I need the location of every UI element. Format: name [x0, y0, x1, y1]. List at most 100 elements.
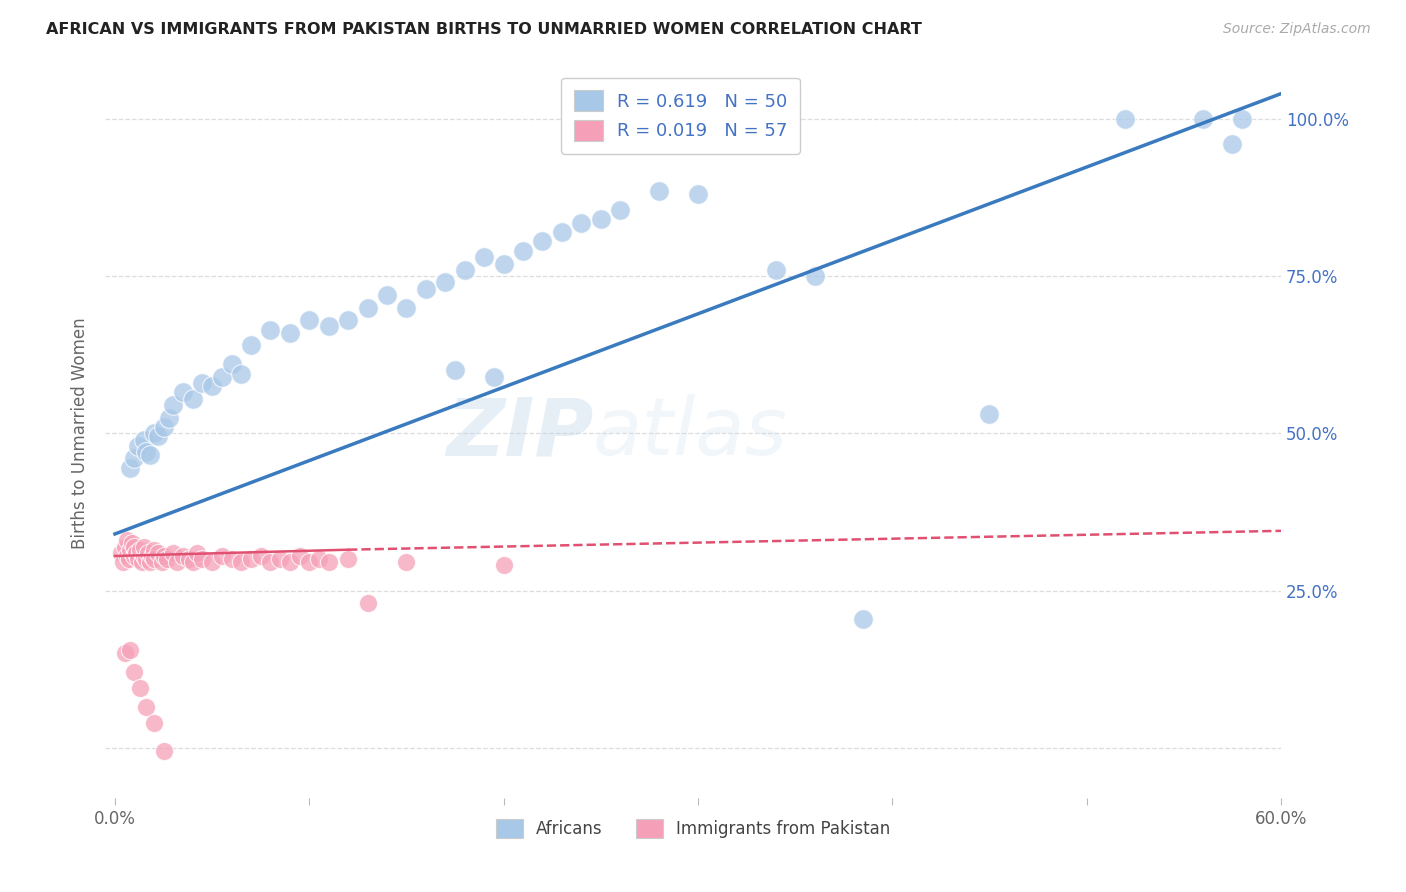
- Point: [454, 262, 477, 277]
- Point: [298, 555, 321, 569]
- Point: [852, 612, 875, 626]
- Point: [132, 540, 155, 554]
- Point: [152, 420, 174, 434]
- Point: [131, 555, 153, 569]
- Point: [111, 555, 134, 569]
- Text: AFRICAN VS IMMIGRANTS FROM PAKISTAN BIRTHS TO UNMARRIED WOMEN CORRELATION CHART: AFRICAN VS IMMIGRANTS FROM PAKISTAN BIRT…: [46, 22, 922, 37]
- Point: [135, 552, 157, 566]
- Point: [609, 202, 631, 217]
- Point: [589, 212, 612, 227]
- Point: [375, 288, 398, 302]
- Point: [1192, 112, 1215, 126]
- Point: [115, 549, 138, 563]
- Point: [308, 552, 330, 566]
- Point: [114, 540, 136, 554]
- Point: [444, 363, 467, 377]
- Point: [132, 433, 155, 447]
- Text: Source: ZipAtlas.com: Source: ZipAtlas.com: [1223, 22, 1371, 37]
- Point: [117, 552, 139, 566]
- Point: [318, 555, 340, 569]
- Point: [278, 326, 301, 340]
- Point: [1230, 112, 1253, 126]
- Point: [472, 250, 495, 264]
- Point: [239, 338, 262, 352]
- Point: [648, 184, 671, 198]
- Point: [356, 301, 378, 315]
- Point: [512, 244, 534, 258]
- Point: [136, 546, 159, 560]
- Point: [482, 369, 505, 384]
- Point: [139, 448, 162, 462]
- Point: [231, 555, 253, 569]
- Point: [191, 552, 214, 566]
- Point: [110, 546, 132, 560]
- Point: [127, 552, 149, 566]
- Point: [1114, 112, 1136, 126]
- Point: [129, 542, 152, 557]
- Point: [318, 319, 340, 334]
- Point: [221, 552, 243, 566]
- Legend: Africans, Immigrants from Pakistan: Africans, Immigrants from Pakistan: [489, 812, 897, 845]
- Point: [152, 549, 174, 563]
- Point: [269, 552, 291, 566]
- Point: [211, 369, 233, 384]
- Point: [765, 262, 787, 277]
- Point: [356, 596, 378, 610]
- Point: [121, 536, 143, 550]
- Point: [141, 549, 163, 563]
- Text: atlas: atlas: [593, 394, 787, 473]
- Point: [337, 313, 360, 327]
- Point: [569, 216, 592, 230]
- Point: [415, 282, 437, 296]
- Point: [395, 555, 418, 569]
- Point: [434, 276, 457, 290]
- Point: [181, 555, 204, 569]
- Point: [120, 643, 142, 657]
- Point: [231, 367, 253, 381]
- Point: [114, 647, 136, 661]
- Point: [803, 269, 825, 284]
- Point: [146, 546, 169, 560]
- Point: [337, 552, 360, 566]
- Point: [156, 552, 179, 566]
- Point: [125, 546, 148, 560]
- Point: [142, 542, 165, 557]
- Point: [124, 540, 146, 554]
- Point: [239, 552, 262, 566]
- Point: [395, 301, 418, 315]
- Point: [172, 385, 194, 400]
- Point: [146, 429, 169, 443]
- Point: [249, 549, 271, 563]
- Point: [142, 552, 165, 566]
- Point: [181, 392, 204, 406]
- Point: [492, 558, 515, 573]
- Point: [142, 426, 165, 441]
- Point: [124, 665, 146, 680]
- Point: [278, 555, 301, 569]
- Point: [139, 555, 162, 569]
- Point: [1222, 136, 1244, 151]
- Point: [127, 439, 149, 453]
- Point: [551, 225, 574, 239]
- Point: [191, 376, 214, 390]
- Point: [177, 552, 200, 566]
- Point: [259, 555, 281, 569]
- Point: [492, 256, 515, 270]
- Text: ZIP: ZIP: [446, 394, 593, 473]
- Point: [288, 549, 311, 563]
- Point: [142, 715, 165, 730]
- Point: [686, 187, 709, 202]
- Point: [150, 555, 173, 569]
- Point: [298, 313, 321, 327]
- Y-axis label: Births to Unmarried Women: Births to Unmarried Women: [72, 318, 89, 549]
- Point: [211, 549, 233, 563]
- Point: [201, 555, 224, 569]
- Point: [152, 744, 174, 758]
- Point: [115, 533, 138, 548]
- Point: [132, 549, 155, 563]
- Point: [120, 542, 142, 557]
- Point: [259, 322, 281, 336]
- Point: [979, 408, 1001, 422]
- Point: [124, 451, 146, 466]
- Point: [129, 681, 152, 695]
